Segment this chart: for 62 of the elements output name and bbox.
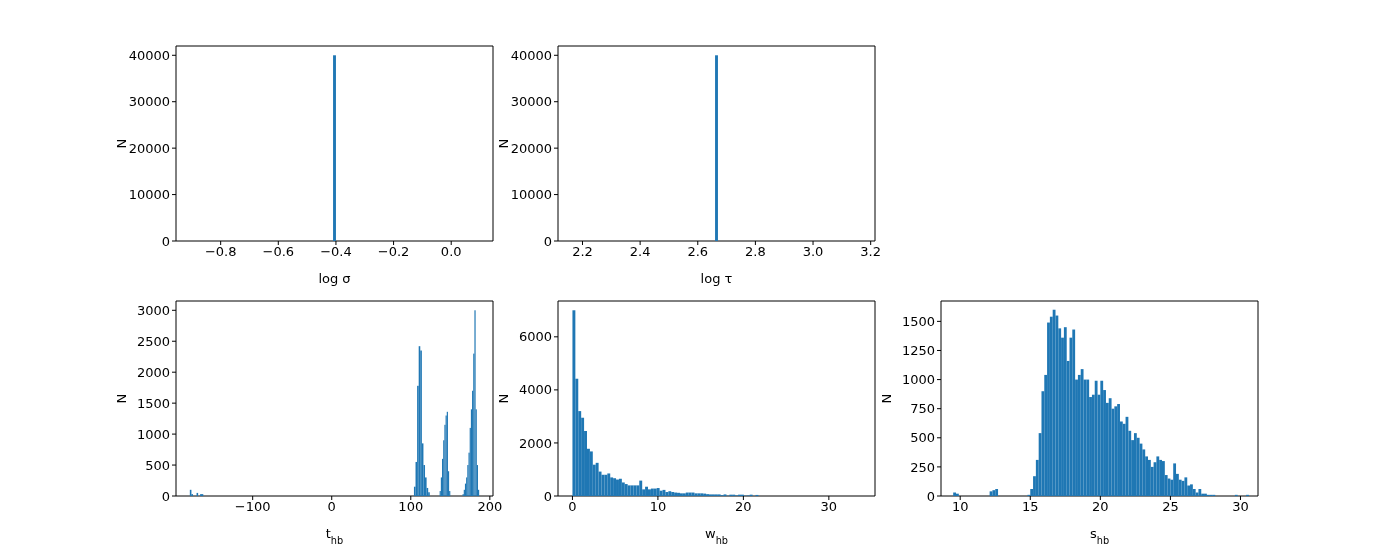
x-tick-label: −100 <box>234 499 271 515</box>
y-tick-label: 40000 <box>510 47 552 63</box>
y-tick-label: 4000 <box>518 382 552 398</box>
x-tick-label: 0 <box>568 499 577 515</box>
x-tick-label: 30 <box>1232 499 1249 515</box>
x-tick-label: 20 <box>1092 499 1109 515</box>
y-tick-label: 40000 <box>128 47 170 63</box>
x-axis-title: s$_{hb}$ <box>1089 526 1110 546</box>
x-tick-label: 15 <box>1022 499 1039 515</box>
y-tick-label: 500 <box>145 457 170 473</box>
y-tick-label: 1500 <box>136 395 170 411</box>
y-tick-label: 2500 <box>136 333 170 349</box>
x-axis-title: w$_{hb}$ <box>704 526 729 546</box>
x-tick-label: 100 <box>398 499 424 515</box>
x-tick-label: 2.2 <box>572 244 593 260</box>
y-tick-label: 2000 <box>136 364 170 380</box>
x-tick-label: 200 <box>477 499 503 515</box>
y-tick-label: 0 <box>926 488 935 504</box>
y-tick-label: 10000 <box>510 187 552 203</box>
y-tick-label: 0 <box>161 488 170 504</box>
x-tick-label: 25 <box>1162 499 1179 515</box>
x-tick-label: 10 <box>649 499 667 515</box>
y-tick-label: 30000 <box>510 94 552 110</box>
y-tick-label: 3000 <box>136 302 170 318</box>
y-tick-label: 30000 <box>128 94 170 110</box>
x-axis-title: t$_{hb}$ <box>325 526 344 546</box>
y-axis-title: N <box>879 393 894 404</box>
y-axis-title: N <box>496 393 511 404</box>
y-axis-title: N <box>114 138 129 149</box>
x-tick-label: −0.8 <box>204 244 237 260</box>
x-tick-label: 3.0 <box>802 244 824 260</box>
x-tick-label: 2.4 <box>629 244 651 260</box>
x-tick-label: 3.2 <box>860 244 882 260</box>
y-tick-label: 6000 <box>518 329 552 345</box>
x-axis-title: log σ <box>318 271 351 286</box>
x-tick-label: 30 <box>820 499 838 515</box>
y-axis-title: N <box>496 138 511 149</box>
y-tick-label: 2000 <box>518 435 552 451</box>
x-tick-label: 2.8 <box>745 244 766 260</box>
y-tick-label: 1500 <box>901 313 935 329</box>
x-tick-label: 0 <box>327 499 336 515</box>
x-axis-title: log τ <box>700 271 733 286</box>
x-tick-label: 2.6 <box>687 244 709 260</box>
y-axis-title: N <box>114 393 129 404</box>
x-tick-label: 0.0 <box>440 244 462 260</box>
x-tick-label: 10 <box>951 499 969 515</box>
x-tick-label: −0.6 <box>262 244 295 260</box>
y-tick-label: 0 <box>161 233 170 249</box>
x-tick-label: −0.4 <box>320 244 352 260</box>
x-tick-label: −0.2 <box>377 244 410 260</box>
y-tick-label: 750 <box>910 401 935 417</box>
y-tick-label: 20000 <box>128 140 170 156</box>
y-tick-label: 0 <box>543 488 552 504</box>
y-tick-label: 1000 <box>901 372 935 388</box>
y-tick-label: 250 <box>910 459 935 475</box>
y-tick-label: 1000 <box>136 426 170 442</box>
y-tick-label: 20000 <box>510 140 552 156</box>
y-tick-label: 500 <box>910 430 935 446</box>
y-tick-label: 10000 <box>128 187 170 203</box>
y-tick-label: 1250 <box>901 343 935 359</box>
y-tick-label: 0 <box>543 233 552 249</box>
x-tick-label: 20 <box>735 499 752 515</box>
